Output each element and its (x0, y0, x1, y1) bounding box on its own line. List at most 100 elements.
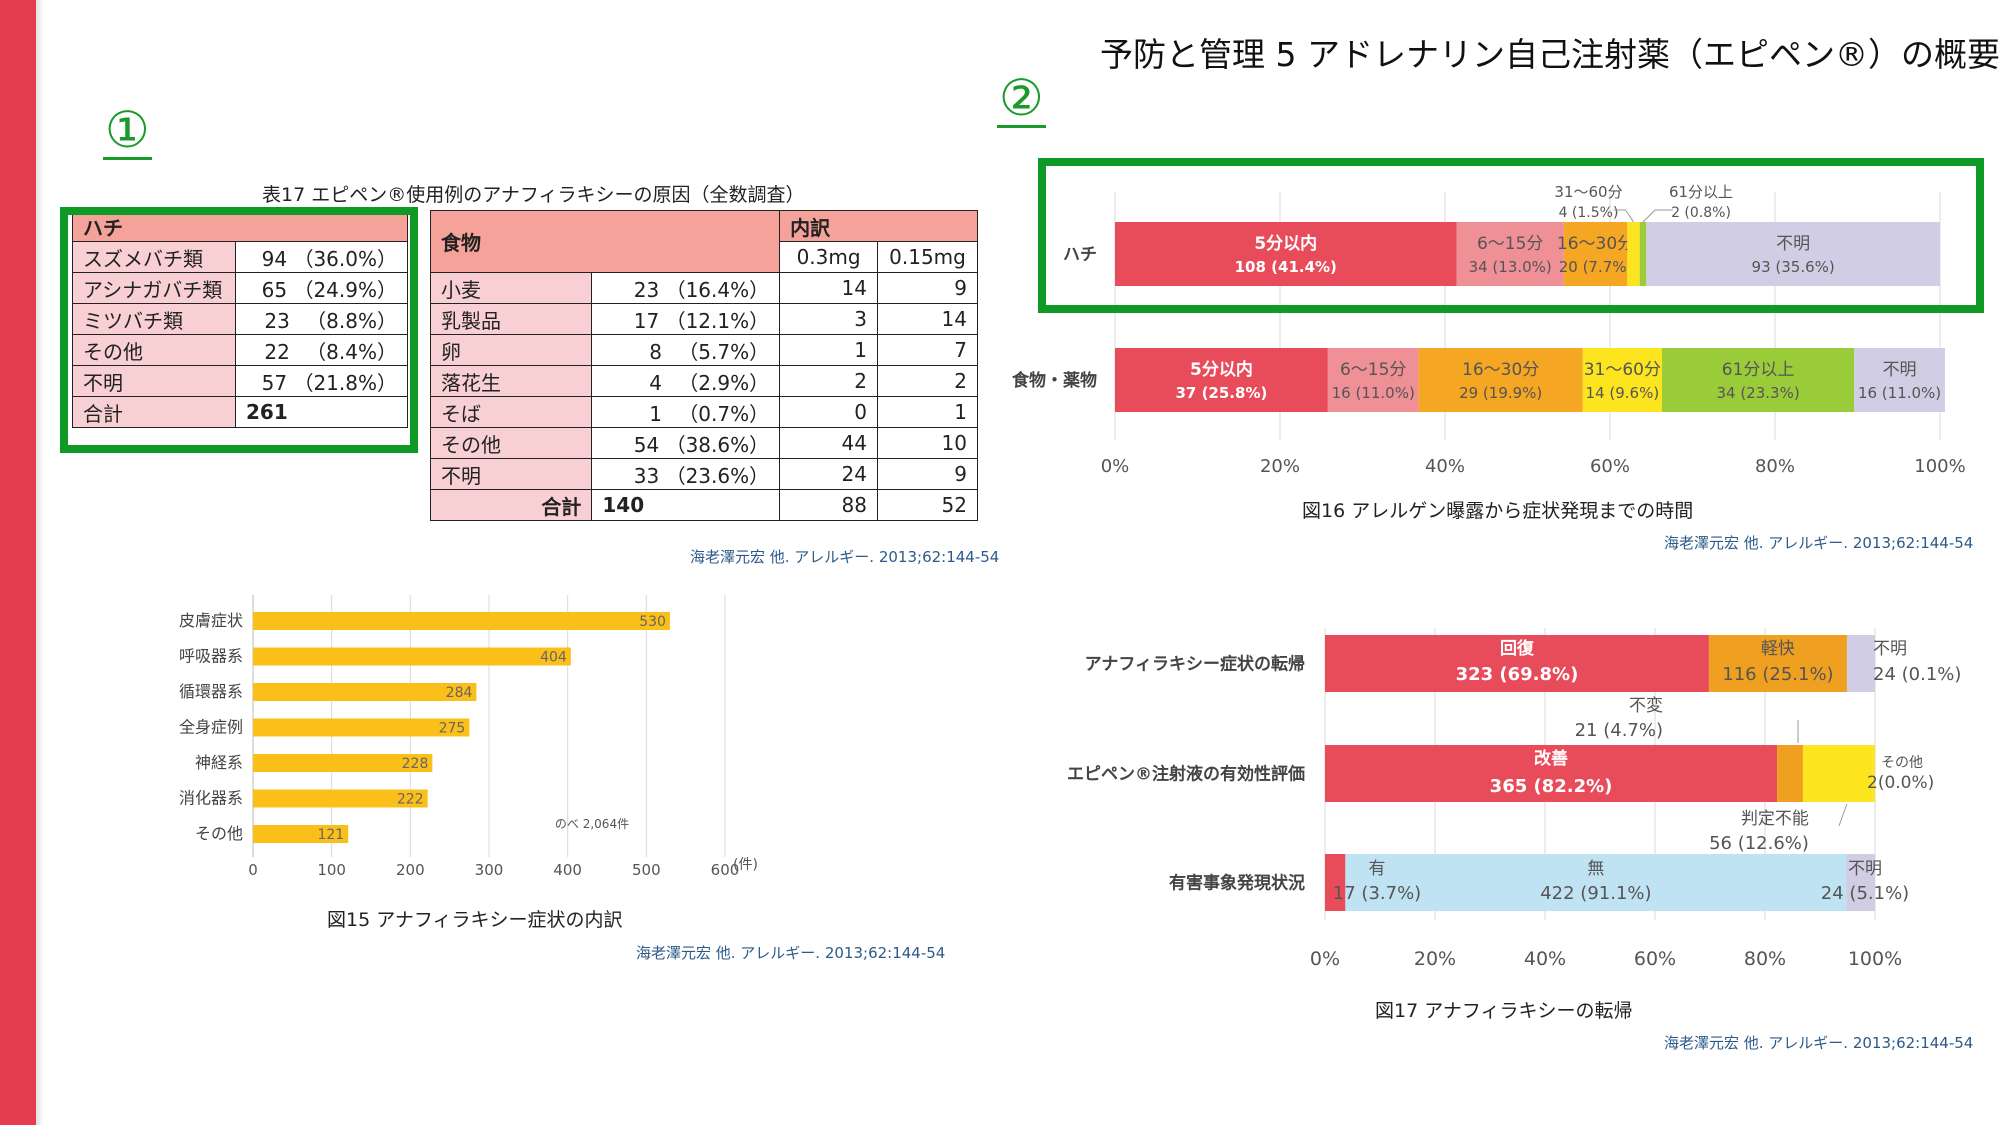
fig15-bar (253, 612, 670, 630)
fig17-callout-line (1838, 803, 1848, 827)
fig16-segment-name: 16〜30分 (1462, 360, 1539, 380)
food-row-label: その他 (429, 427, 593, 459)
fig16-category-label: ハチ (1063, 245, 1097, 265)
food-row-dose-03: 1 (779, 334, 878, 366)
fig15-value-label: 404 (540, 650, 567, 666)
food-row-value: 8 （5.7%） (591, 334, 781, 366)
fig17-segment-count: 365 (82.2%) (1490, 776, 1613, 797)
fig15-bar (253, 683, 477, 701)
sidebar-shadow (36, 0, 44, 1125)
bee-row: スズメバチ類 94 （36.0%） (72, 241, 408, 273)
fig16-bar-segment (1327, 348, 1419, 412)
fig16-segment-count: 29 (19.9%) (1459, 384, 1542, 402)
fig17-segment-name: 不変 (1629, 696, 1663, 716)
fig17-segment-name: その他 (1881, 755, 1923, 771)
food-total-dose-03: 88 (779, 489, 878, 521)
fig17-bar-segment (1325, 854, 1346, 911)
fig15-caption: 図15 アナフィラキシー症状の内訳 (327, 909, 623, 931)
bee-row-value: 57 （21.8%） (235, 365, 408, 397)
fig16-callout-count: 4 (1.5%) (1559, 205, 1619, 221)
food-row-dose-03: 2 (779, 365, 878, 397)
bee-header-row: ハチ (72, 210, 408, 242)
fig15-x-tick: 300 (475, 861, 504, 879)
food-row-label: 乳製品 (429, 303, 593, 335)
bee-row: アシナガバチ類 65 （24.9%） (72, 272, 408, 304)
fig16-bar-segment (1115, 348, 1328, 412)
food-row-dose-015: 1 (877, 396, 978, 428)
food-row-value: 17 （12.1%） (591, 303, 781, 335)
citation-fig15: 海老澤元宏 他. アレルギー. 2013;62:144-54 (636, 944, 946, 962)
fig17-bar-segment (1325, 635, 1709, 692)
fig15-category-label: その他 (195, 824, 243, 843)
fig16-callout-name: 61分以上 (1669, 183, 1733, 201)
fig15-x-tick: 400 (553, 861, 582, 879)
fig16-bar-segment (1627, 222, 1640, 286)
fig16-segment-count: 20 (7.7%) (1559, 258, 1633, 276)
table17-caption: 表17 エピペン®使用例のアナフィラキシーの原因（全数調査） (262, 184, 805, 206)
fig16-x-tick: 40% (1425, 456, 1465, 477)
fig15-annotation: のべ 2,064件 (555, 817, 629, 831)
fig15-x-tick: 200 (396, 861, 425, 879)
fig17-bar-segment (1345, 854, 1847, 911)
food-row-dose-03: 3 (779, 303, 878, 335)
fig16-segment-count: 34 (23.3%) (1716, 384, 1799, 402)
fig17-segment-count: 24 (0.1%) (1873, 664, 1961, 685)
fig16-segment-count: 108 (41.4%) (1235, 258, 1337, 276)
fig17-row-label: エピペン®注射液の有効性評価 (1067, 764, 1305, 785)
fig15-category-label: 循環器系 (179, 682, 243, 701)
fig16-segment-name: 61分以上 (1722, 360, 1795, 380)
food-table: 食物 内訳 0.3mg 0.15mg 小麦 23 （16.4%） 14 9 乳製品 17 … (429, 210, 978, 521)
fig17-x-tick: 20% (1414, 948, 1456, 970)
fig16-x-tick: 100% (1914, 456, 1965, 477)
food-total-value: 140 (591, 489, 781, 521)
accent-sidebar (0, 0, 36, 1125)
fig17-segment-name: 回復 (1500, 638, 1535, 659)
fig15-value-label: 228 (402, 756, 429, 772)
food-row-dose-03: 24 (779, 458, 878, 490)
food-row: 落花生 4 （2.9%） 2 2 (429, 365, 978, 397)
fig16-chart: 0% 20% 40% 60% 80% 100% ハチ 5分以内 108 (41.4%) 6〜15分… (1012, 183, 1966, 477)
food-row-value: 54 （38.6%） (591, 427, 781, 459)
food-header: 食物 (429, 210, 781, 273)
fig16-segment-count: 93 (35.6%) (1752, 258, 1835, 276)
bee-row: 不明 57 （21.8%） (72, 365, 408, 397)
fig17-bar-segment (1802, 745, 1873, 802)
fig15-bar (253, 754, 433, 772)
fig17-segment-count: 21 (4.7%) (1575, 720, 1663, 741)
food-row-value: 4 （2.9%） (591, 365, 781, 397)
fig17-caption: 図17 アナフィラキシーの転帰 (1375, 1000, 1633, 1022)
food-row-dose-015: 9 (877, 458, 978, 490)
bee-header: ハチ (72, 210, 408, 242)
fig16-bar-segment (1563, 222, 1628, 286)
fig15-chart: 0 100 200 300 400 500 600(件) 皮膚症状 530 呼吸器系 404 循環器系… (179, 595, 758, 879)
food-row-label: そば (429, 396, 593, 428)
fig17-segment-name: 不明 (1873, 639, 1907, 659)
fig17-bar-segment (1777, 745, 1803, 802)
fig16-segment-name: 31〜60分 (1584, 360, 1661, 380)
fig16-segment-count: 14 (9.6%) (1586, 384, 1660, 402)
fig17-segment-count: 323 (69.8%) (1456, 664, 1579, 685)
fig15-bar (253, 789, 428, 808)
bee-table: ハチ スズメバチ類 94 （36.0%） アシナガバチ類 65 （24.9%） ミツバチ… (72, 210, 408, 428)
fig16-caption: 図16 アレルゲン曝露から症状発現までの時間 (1302, 500, 1694, 522)
fig17-x-tick: 0% (1310, 948, 1340, 970)
bee-row-label: その他 (72, 334, 236, 366)
fig17-segment-count: 422 (91.1%) (1540, 883, 1651, 904)
fig15-category-label: 神経系 (195, 753, 243, 772)
food-row: 不明 33 （23.6%） 24 9 (429, 458, 978, 490)
food-total-dose-015: 52 (877, 489, 978, 521)
citation-table17: 海老澤元宏 他. アレルギー. 2013;62:144-54 (690, 548, 1000, 566)
fig17-bar-segment (1846, 635, 1875, 692)
fig16-bar-segment (1854, 348, 1945, 412)
bee-total-label: 合計 (72, 396, 236, 428)
fig15-x-tick: 600 (711, 861, 740, 879)
fig15-category-label: 全身症例 (179, 718, 243, 737)
fig17-segment-count: 116 (25.1%) (1722, 664, 1833, 685)
fig16-bar-segment (1646, 222, 1940, 286)
bee-row-value: 94 （36.0%） (235, 241, 408, 273)
fig17-segment-name: 軽快 (1761, 639, 1795, 659)
fig16-x-tick: 80% (1755, 456, 1795, 477)
fig17-bar-segment (1325, 745, 1778, 802)
fig17-row-label: アナフィラキシー症状の転帰 (1085, 654, 1305, 675)
bee-total-value: 261 (235, 396, 408, 428)
